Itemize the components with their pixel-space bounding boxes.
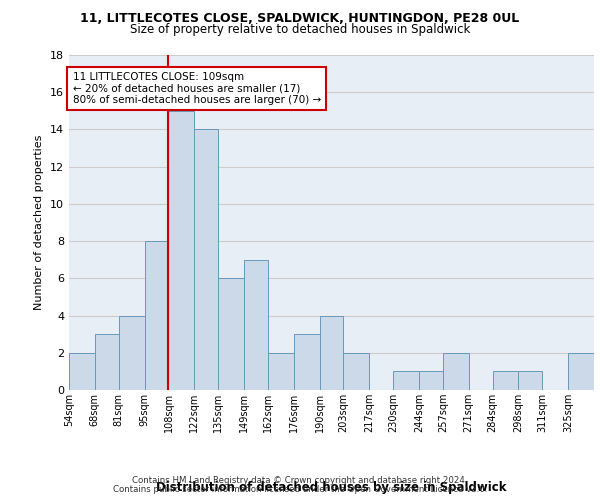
Bar <box>518 372 542 390</box>
Text: 11, LITTLECOTES CLOSE, SPALDWICK, HUNTINGDON, PE28 0UL: 11, LITTLECOTES CLOSE, SPALDWICK, HUNTIN… <box>80 12 520 26</box>
Bar <box>169 111 194 390</box>
Bar <box>343 353 369 390</box>
Text: Size of property relative to detached houses in Spaldwick: Size of property relative to detached ho… <box>130 22 470 36</box>
Bar <box>568 353 594 390</box>
Bar <box>268 353 294 390</box>
Bar <box>320 316 343 390</box>
Text: 11 LITTLECOTES CLOSE: 109sqm
← 20% of detached houses are smaller (17)
80% of se: 11 LITTLECOTES CLOSE: 109sqm ← 20% of de… <box>73 72 321 105</box>
Bar <box>194 130 218 390</box>
Bar <box>294 334 320 390</box>
Bar <box>244 260 268 390</box>
Bar <box>419 372 443 390</box>
Bar <box>218 278 244 390</box>
Bar <box>493 372 518 390</box>
Bar <box>393 372 419 390</box>
X-axis label: Distribution of detached houses by size in Spaldwick: Distribution of detached houses by size … <box>156 481 507 494</box>
Bar <box>443 353 469 390</box>
Bar <box>95 334 119 390</box>
Bar <box>145 241 169 390</box>
Text: Contains public sector information licensed under the Open Government Licence v3: Contains public sector information licen… <box>113 485 487 494</box>
Y-axis label: Number of detached properties: Number of detached properties <box>34 135 44 310</box>
Bar <box>119 316 145 390</box>
Text: Contains HM Land Registry data © Crown copyright and database right 2024.: Contains HM Land Registry data © Crown c… <box>132 476 468 485</box>
Bar <box>69 353 95 390</box>
